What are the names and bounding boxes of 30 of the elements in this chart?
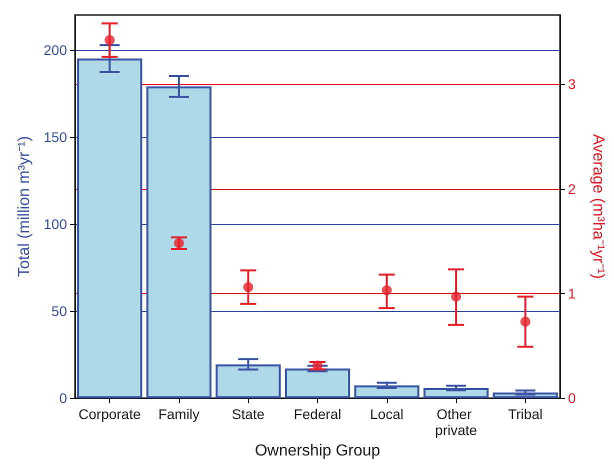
- bar: [354, 385, 420, 398]
- y-tick-label: 0: [59, 390, 68, 406]
- point: [520, 316, 530, 327]
- x-tick-label: State: [232, 406, 265, 422]
- y2-tick-label: 0: [568, 390, 576, 406]
- point: [451, 292, 462, 302]
- x-tick-label: Tribal: [508, 406, 543, 422]
- y2-axis-title: Average (m³ha⁻¹yr⁻¹): [590, 134, 606, 279]
- point: [104, 35, 115, 46]
- point: [174, 238, 184, 248]
- point: [382, 285, 392, 296]
- y-tick-label: 200: [44, 42, 68, 58]
- y2-tick-label: 2: [568, 180, 576, 197]
- point: [312, 360, 322, 371]
- point: [243, 282, 254, 292]
- y-axis-title: Total (million m³yr⁻¹): [16, 136, 34, 278]
- y2-tick-label: 1: [568, 285, 576, 302]
- x-tick-label: Family: [158, 406, 200, 422]
- bar: [424, 388, 489, 398]
- y-tick-label: 50: [51, 303, 68, 320]
- x-axis-title: Ownership Group: [254, 442, 380, 460]
- bar: [216, 364, 281, 398]
- x-tick-label: Other private: [435, 406, 478, 438]
- x-tick-label: Federal: [294, 406, 342, 422]
- x-tick-label: Local: [370, 406, 404, 422]
- y2-tick-label: 3: [568, 76, 576, 92]
- x-tick-label: Corporate: [78, 406, 141, 422]
- y-tick-label: 150: [44, 128, 68, 145]
- bar: [284, 368, 350, 398]
- y-tick-label: 100: [44, 216, 68, 232]
